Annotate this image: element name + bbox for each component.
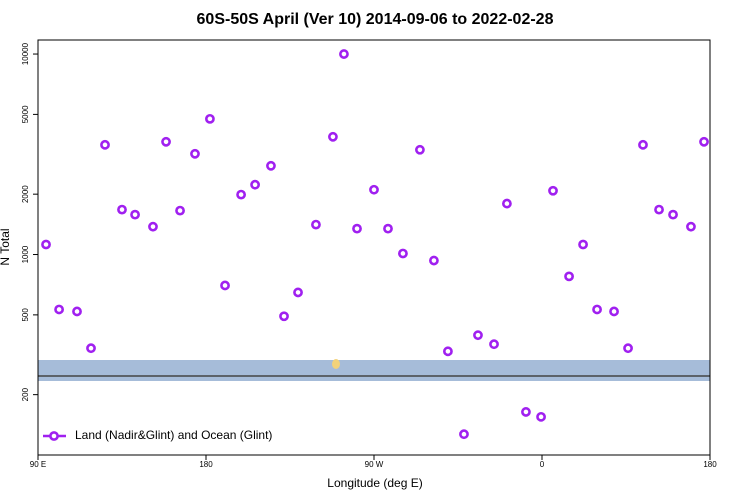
point xyxy=(473,330,483,341)
y-tick-label: 200 xyxy=(21,387,30,401)
x-tick-label: 90 W xyxy=(365,460,384,469)
plot-frame xyxy=(37,39,711,456)
y-tick-label: 500 xyxy=(21,308,30,322)
point xyxy=(536,411,546,422)
point xyxy=(130,209,140,220)
point xyxy=(548,185,558,196)
point xyxy=(279,311,289,322)
point xyxy=(236,189,246,200)
point xyxy=(668,209,678,220)
point xyxy=(250,179,260,190)
y-tick-label: 2000 xyxy=(21,185,30,203)
point xyxy=(175,205,185,216)
point xyxy=(686,221,696,232)
land-band xyxy=(38,360,710,381)
point xyxy=(638,139,648,150)
point xyxy=(161,136,171,147)
x-axis-label: Longitude (deg E) xyxy=(327,476,422,490)
point xyxy=(443,346,453,357)
point xyxy=(41,239,51,250)
legend-marker xyxy=(49,431,59,441)
point xyxy=(100,139,110,150)
x-tick-label: 90 E xyxy=(30,460,46,469)
point xyxy=(54,304,64,315)
point xyxy=(654,204,664,215)
point xyxy=(220,280,230,291)
point xyxy=(190,148,200,159)
x-tick-label: 0 xyxy=(540,460,545,469)
y-tick-label: 10000 xyxy=(21,42,30,65)
point xyxy=(398,248,408,259)
point xyxy=(148,221,158,232)
point xyxy=(502,198,512,209)
point xyxy=(311,219,321,230)
point xyxy=(592,304,602,315)
point xyxy=(352,223,362,234)
point xyxy=(72,306,82,317)
point xyxy=(339,49,349,59)
point xyxy=(564,271,574,282)
point xyxy=(415,144,425,155)
x-tick-label: 180 xyxy=(703,460,717,469)
point xyxy=(609,306,619,317)
point xyxy=(699,136,709,147)
point xyxy=(369,184,379,195)
land-spot xyxy=(332,359,340,369)
x-tick-label: 180 xyxy=(199,460,213,469)
point xyxy=(266,160,276,171)
point xyxy=(429,255,439,266)
point xyxy=(205,113,215,124)
point xyxy=(328,131,338,142)
point xyxy=(623,343,633,354)
point xyxy=(86,343,96,354)
legend-label: Land (Nadir&Glint) and Ocean (Glint) xyxy=(75,428,272,442)
point xyxy=(578,239,588,250)
y-tick-label: 1000 xyxy=(21,245,30,263)
chart-title: 60S-50S April (Ver 10) 2014-09-06 to 202… xyxy=(197,11,554,28)
point xyxy=(489,339,499,350)
y-axis-label: N Total xyxy=(0,228,12,265)
point xyxy=(383,223,393,234)
y-tick-label: 5000 xyxy=(21,105,30,123)
point xyxy=(521,407,531,417)
point xyxy=(117,204,127,215)
point xyxy=(293,287,303,298)
point xyxy=(459,429,469,440)
